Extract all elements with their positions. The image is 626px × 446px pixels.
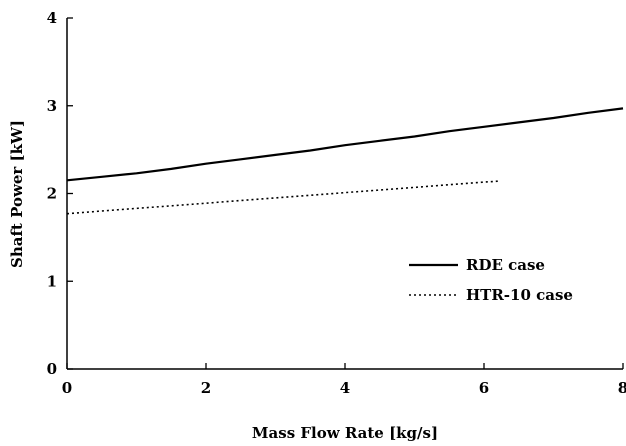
x-tick-label: 0	[62, 379, 72, 397]
y-tick-label: 2	[47, 185, 57, 203]
x-tick-label: 2	[201, 379, 211, 397]
y-tick-label: 1	[47, 272, 57, 290]
legend-label-rde: RDE case	[466, 256, 545, 274]
legend-label-htr10: HTR-10 case	[466, 286, 573, 304]
y-axis-title: Shaft Power [kW]	[8, 120, 26, 268]
series-line-htr10	[66, 180, 498, 215]
y-tick-label: 3	[47, 97, 57, 115]
x-tick-label: 6	[479, 379, 489, 397]
x-axis-title: Mass Flow Rate [kg/s]	[252, 424, 438, 442]
legend: RDE case HTR-10 case	[409, 256, 573, 304]
series-line-rde	[66, 107, 624, 182]
plot-area	[66, 18, 623, 370]
y-tick-label: 0	[47, 360, 57, 378]
x-tick-label: 4	[340, 379, 350, 397]
axis-ticks: 0 1 2 3 4 0 2 4 6 8	[47, 9, 626, 397]
y-tick-label: 4	[47, 9, 57, 27]
series-layer	[66, 107, 624, 215]
x-tick-label: 8	[618, 379, 626, 397]
